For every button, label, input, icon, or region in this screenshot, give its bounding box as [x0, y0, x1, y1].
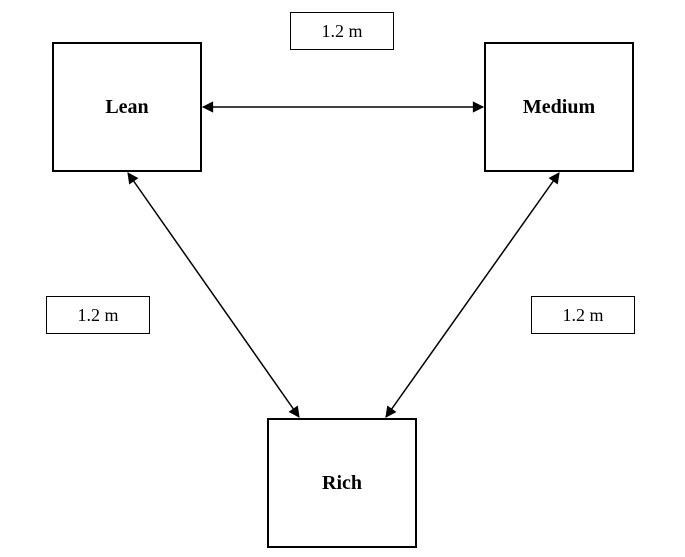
node-lean: Lean [52, 42, 202, 172]
triangle-diagram: Lean Medium Rich 1.2 m 1.2 m 1.2 m [0, 0, 685, 557]
edge-label-lean-rich: 1.2 m [46, 296, 150, 334]
node-medium: Medium [484, 42, 634, 172]
node-rich-label: Rich [322, 472, 362, 495]
node-lean-label: Lean [105, 96, 148, 119]
edge-lean-rich [128, 173, 299, 417]
edge-label-medium-rich: 1.2 m [531, 296, 635, 334]
edge-medium-rich [386, 173, 559, 417]
edge-label-lean-medium-text: 1.2 m [321, 21, 362, 42]
edge-label-lean-medium: 1.2 m [290, 12, 394, 50]
node-rich: Rich [267, 418, 417, 548]
edge-label-lean-rich-text: 1.2 m [77, 305, 118, 326]
node-medium-label: Medium [523, 96, 595, 119]
edge-label-medium-rich-text: 1.2 m [562, 305, 603, 326]
